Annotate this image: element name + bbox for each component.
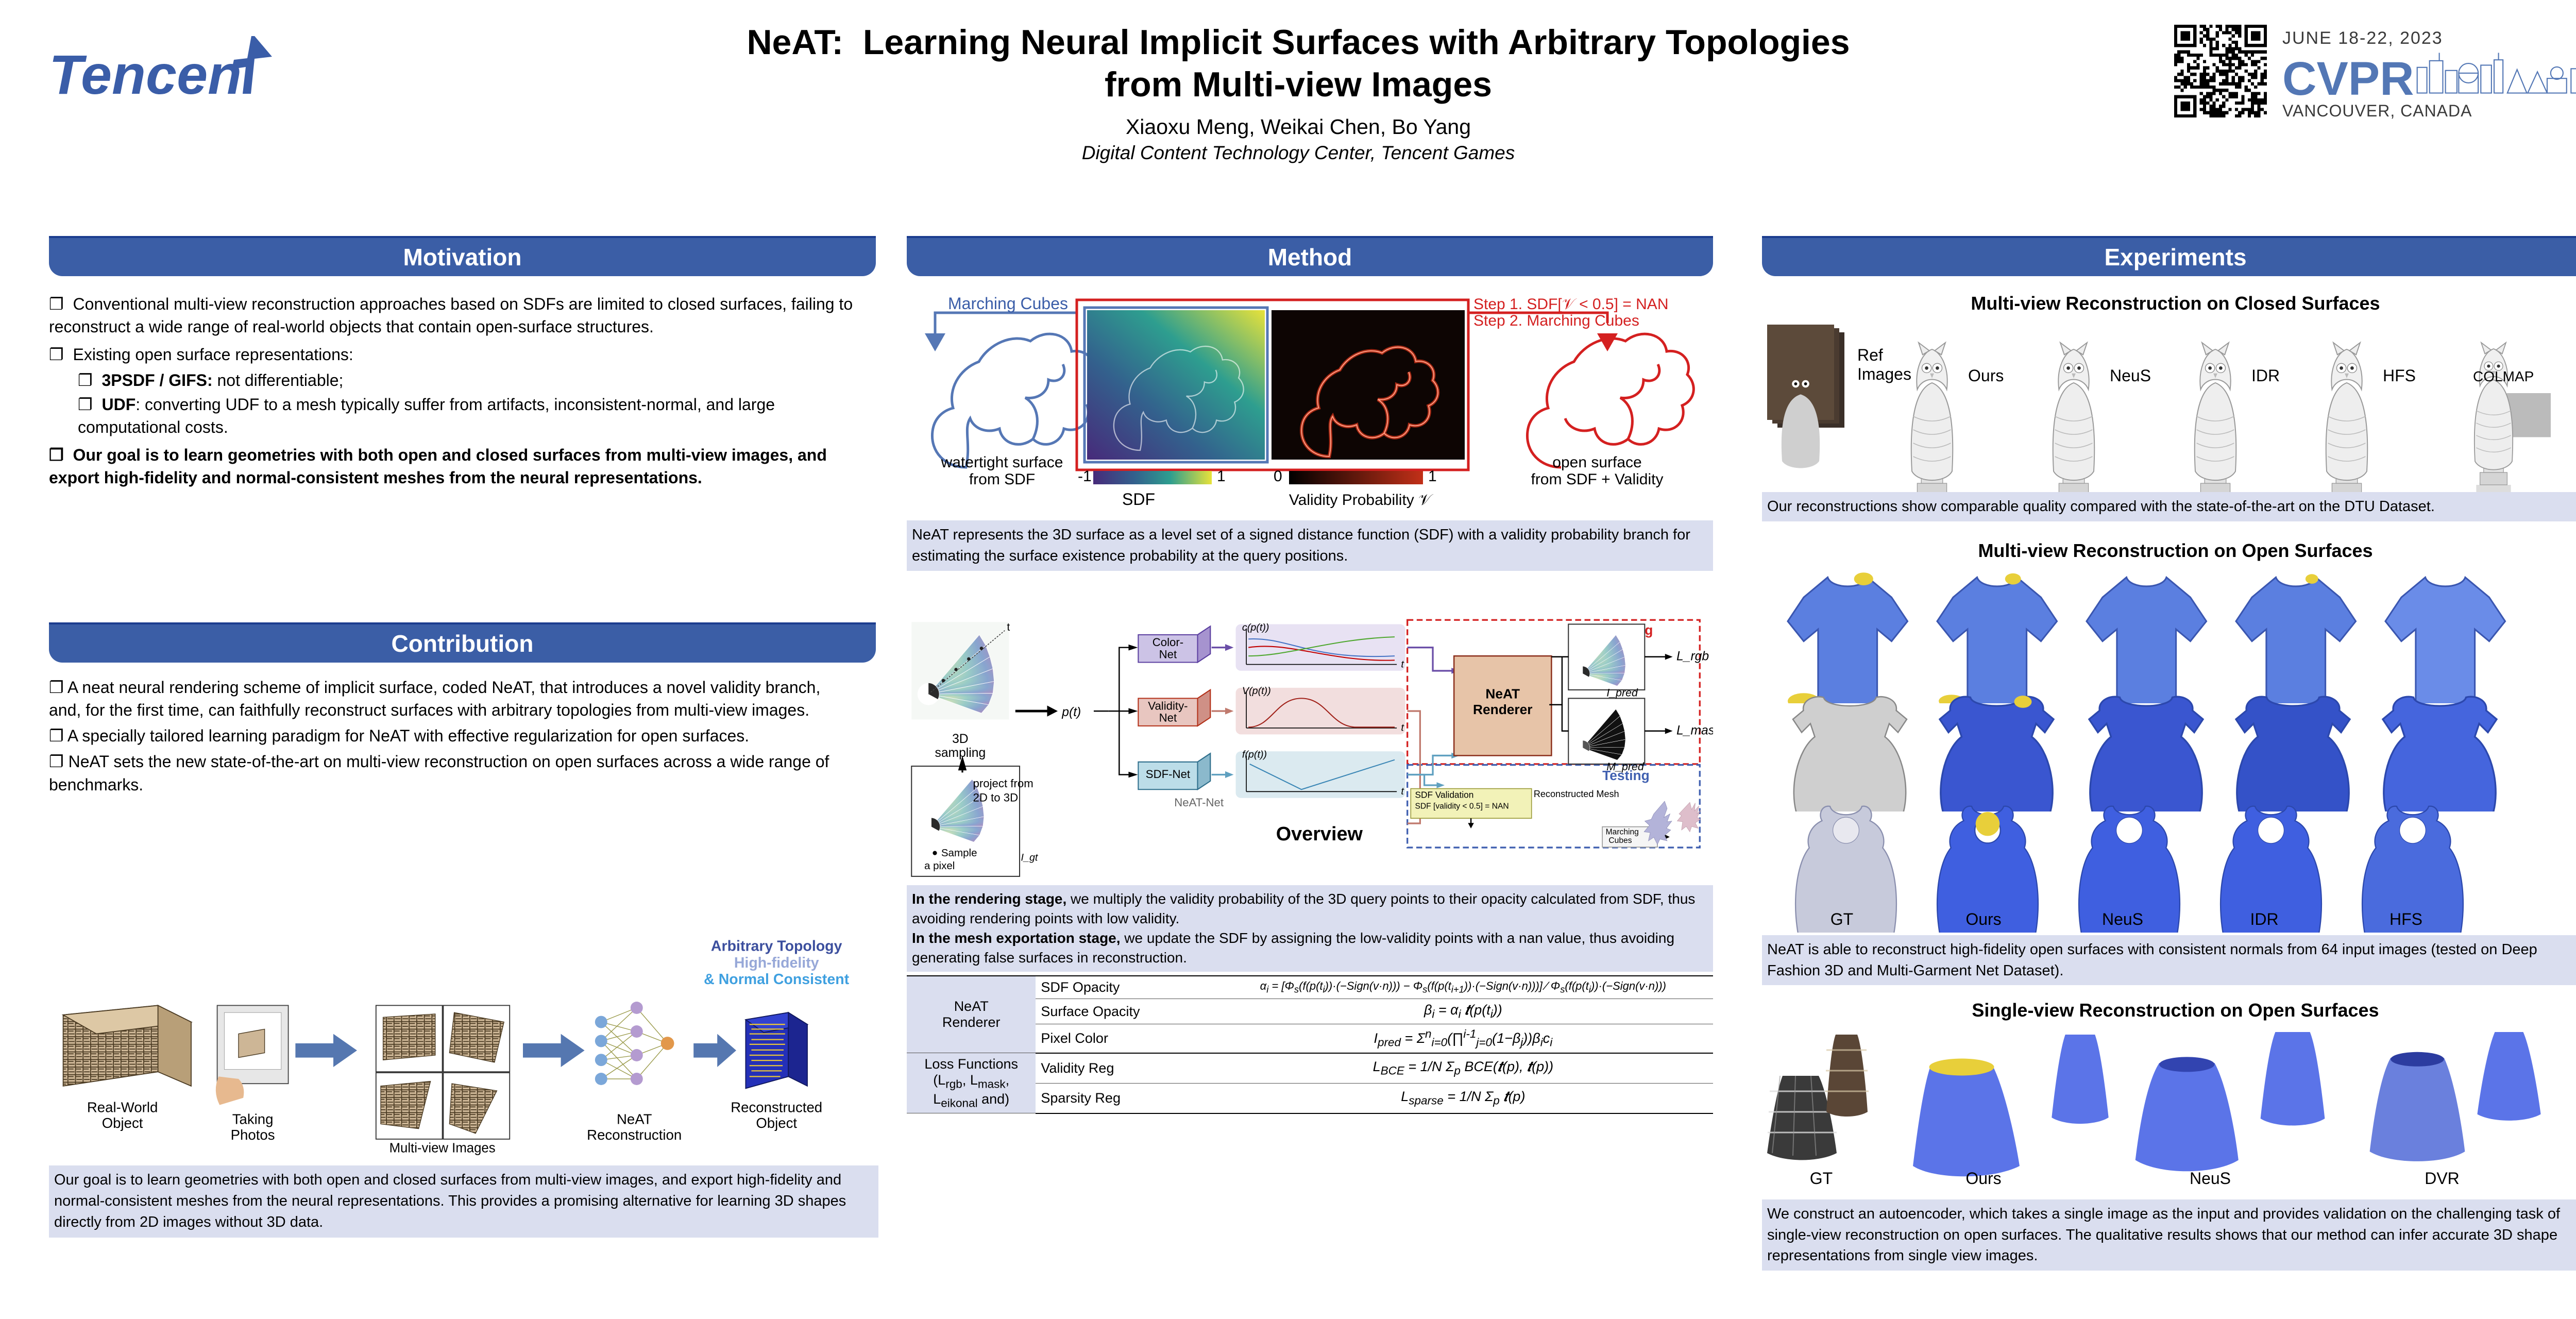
svg-text:HFS: HFS [2389, 910, 2422, 928]
svg-text:GT: GT [1810, 1169, 1833, 1188]
svg-text:Object: Object [102, 1115, 143, 1131]
svg-text:a pixel: a pixel [924, 860, 955, 872]
svg-text:IDR: IDR [2251, 366, 2280, 385]
svg-text:Images: Images [1857, 365, 1911, 383]
svg-text:Sample: Sample [941, 847, 977, 859]
svg-text:Ours: Ours [1965, 910, 2001, 928]
svg-text:open surface: open surface [1552, 454, 1641, 471]
svg-text:M_pred: M_pred [1606, 760, 1645, 773]
svg-text:-1: -1 [1078, 468, 1092, 485]
svg-text:watertight surface: watertight surface [941, 454, 1063, 471]
svg-text:1: 1 [1428, 468, 1437, 485]
svg-text:& Normal Consistent: & Normal Consistent [704, 971, 850, 988]
svg-text:Color-: Color- [1153, 636, 1183, 649]
svg-text:L_rgb: L_rgb [1676, 649, 1709, 663]
svg-text:Reconstructed: Reconstructed [731, 1099, 822, 1115]
svg-text:Net: Net [1159, 712, 1177, 724]
svg-text:Real-World: Real-World [87, 1099, 158, 1115]
svg-text:NeuS: NeuS [2110, 366, 2151, 385]
svg-text:Cubes: Cubes [1608, 836, 1632, 845]
svg-text:Step 1. SDF[𝒱 < 0.5] = NAN: Step 1. SDF[𝒱 < 0.5] = NAN [1473, 296, 1669, 313]
svg-text:Tencen: Tencen [49, 43, 242, 106]
svg-text:SDF Validation: SDF Validation [1415, 790, 1474, 800]
svg-text:Marching: Marching [1606, 827, 1639, 836]
svg-text:NeAT: NeAT [1485, 686, 1520, 701]
svg-text:p(t): p(t) [1061, 705, 1081, 719]
svg-text:Marching Cubes: Marching Cubes [948, 294, 1068, 313]
svg-text:from SDF: from SDF [969, 471, 1035, 488]
svg-text:0: 0 [1274, 468, 1282, 485]
svg-text:Ours: Ours [1965, 1169, 2001, 1188]
svg-text:project from: project from [973, 777, 1033, 790]
svg-text:NeAT: NeAT [617, 1111, 652, 1127]
svg-text:SDF: SDF [1122, 490, 1155, 509]
svg-text:Reconstructed Mesh: Reconstructed Mesh [1534, 789, 1619, 799]
svg-text:1: 1 [1217, 468, 1226, 485]
svg-text:Overview: Overview [1276, 823, 1363, 845]
svg-text:NeuS: NeuS [2190, 1169, 2231, 1188]
svg-text:GT: GT [1831, 910, 1853, 928]
svg-text:DVR: DVR [2425, 1169, 2460, 1188]
svg-text:Ours: Ours [1968, 366, 2004, 385]
svg-text:3D: 3D [952, 732, 969, 746]
svg-text:c(p(t)): c(p(t)) [1242, 622, 1269, 633]
svg-text:I_gt: I_gt [1021, 852, 1039, 863]
svg-text:Reconstruction: Reconstruction [587, 1127, 682, 1143]
svg-text:Taking: Taking [232, 1111, 274, 1127]
svg-text:NeuS: NeuS [2102, 910, 2143, 928]
svg-text:Multi-view Images: Multi-view Images [389, 1141, 496, 1156]
svg-text:Validity-: Validity- [1148, 700, 1188, 713]
svg-text:Arbitrary Topology: Arbitrary Topology [711, 938, 842, 955]
svg-text:V(p(t)): V(p(t)) [1242, 685, 1271, 697]
svg-text:Photos: Photos [231, 1127, 275, 1143]
svg-text:IDR: IDR [2250, 910, 2278, 928]
svg-text:from SDF + Validity: from SDF + Validity [1531, 471, 1663, 488]
svg-text:t: t [1007, 621, 1010, 633]
svg-text:High-fidelity: High-fidelity [734, 955, 819, 971]
svg-text:SDF [validity < 0.5] = NAN: SDF [validity < 0.5] = NAN [1415, 802, 1509, 810]
svg-text:L_mask: L_mask [1676, 723, 1713, 737]
svg-text:HFS: HFS [2383, 366, 2416, 385]
svg-text:NeAT-Net: NeAT-Net [1174, 796, 1224, 809]
svg-text:COLMAP: COLMAP [2473, 368, 2534, 384]
svg-text:f(p(t)): f(p(t)) [1242, 749, 1267, 760]
svg-text:Ref: Ref [1857, 346, 1883, 364]
svg-text:Object: Object [756, 1115, 797, 1131]
svg-text:Validity Probability 𝒱: Validity Probability 𝒱 [1289, 492, 1433, 509]
svg-text:I_pred: I_pred [1606, 686, 1638, 699]
svg-text:Renderer: Renderer [1473, 702, 1533, 717]
svg-text:SDF-Net: SDF-Net [1146, 768, 1190, 781]
svg-text:Net: Net [1159, 648, 1177, 661]
svg-text:sampling: sampling [935, 746, 986, 760]
svg-text:2D to 3D: 2D to 3D [973, 791, 1019, 804]
svg-text:Step 2. Marching Cubes: Step 2. Marching Cubes [1473, 312, 1639, 329]
